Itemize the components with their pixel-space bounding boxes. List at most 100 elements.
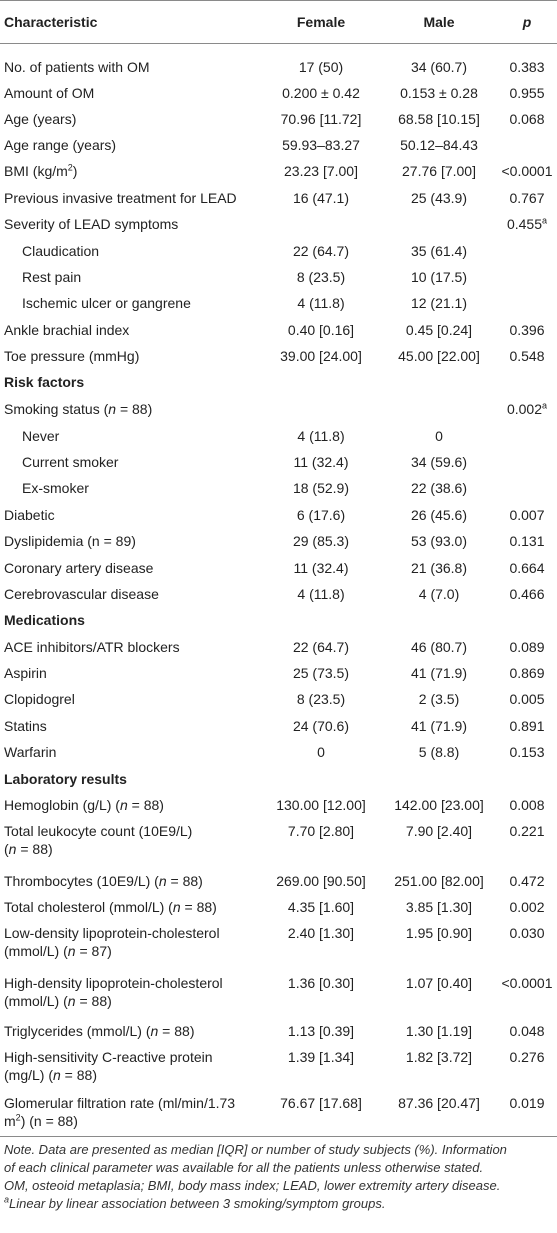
male-value: 7.90 [2.40] bbox=[405, 823, 473, 839]
label-text: = 88) bbox=[166, 873, 203, 889]
p-value: 0.089 bbox=[509, 639, 545, 655]
bottom-rule bbox=[0, 1136, 557, 1137]
p-value: 0.466 bbox=[509, 586, 545, 602]
male-value: 10 (17.5) bbox=[410, 269, 468, 285]
p-value: 0.221 bbox=[509, 823, 545, 839]
male-value: 1.82 [3.72] bbox=[405, 1049, 473, 1065]
p-footnote-mark: a bbox=[542, 400, 548, 411]
label-superscript: 2 bbox=[15, 1112, 21, 1123]
label-text: ( bbox=[4, 841, 9, 857]
header-p: p bbox=[522, 14, 532, 30]
p-value: 0.005 bbox=[509, 691, 545, 707]
row-label: Diabetic bbox=[4, 507, 55, 523]
p-value: 0.891 bbox=[509, 718, 545, 734]
male-value: 41 (71.9) bbox=[410, 665, 468, 681]
row-label: Ex-smoker bbox=[22, 480, 89, 496]
female-value: 4.35 [1.60] bbox=[287, 899, 355, 915]
row-label: Age (years) bbox=[4, 111, 77, 127]
section-heading: Medications bbox=[4, 612, 85, 628]
male-value: 1.30 [1.19] bbox=[405, 1023, 473, 1039]
row-label: Claudication bbox=[22, 243, 100, 259]
male-value: 21 (36.8) bbox=[410, 560, 468, 576]
label-italic: n bbox=[150, 1023, 159, 1039]
p-value: 0.030 bbox=[509, 925, 545, 941]
header-male: Male bbox=[423, 14, 455, 30]
female-value: 1.36 [0.30] bbox=[287, 975, 355, 991]
row-label: Cerebrovascular disease bbox=[4, 586, 159, 602]
male-value: 41 (71.9) bbox=[410, 718, 468, 734]
female-value: 1.39 [1.34] bbox=[287, 1049, 355, 1065]
female-value: 29 (85.3) bbox=[292, 533, 350, 549]
row-label: Age range (years) bbox=[4, 137, 117, 153]
male-value: 3.85 [1.30] bbox=[405, 899, 473, 915]
label-text: Thrombocytes (10E9/L) ( bbox=[4, 873, 159, 889]
p-value: 0.007 bbox=[509, 507, 545, 523]
row-label: Clopidogrel bbox=[4, 691, 75, 707]
section-heading: Laboratory results bbox=[4, 771, 127, 787]
label-text: = 88) bbox=[116, 401, 153, 417]
footnote-line: aLinear by linear association between 3 … bbox=[4, 1195, 554, 1213]
male-value: 251.00 [82.00] bbox=[394, 873, 484, 889]
label-text: BMI (kg/m bbox=[4, 163, 68, 179]
p-value: 0.548 bbox=[509, 348, 545, 364]
p-value: 0.008 bbox=[509, 797, 545, 813]
row-label: Glomerular filtration rate (ml/min/1.73 m… bbox=[4, 1094, 262, 1130]
female-value: 70.96 [11.72] bbox=[280, 111, 362, 127]
label-text: (mg/L) ( bbox=[4, 1067, 53, 1083]
row-label: Dyslipidemia (n = 89) bbox=[4, 533, 136, 549]
row-label: Triglycerides (mmol/L) (n = 88) bbox=[4, 1022, 262, 1040]
row-label: Toe pressure (mmHg) bbox=[4, 348, 140, 364]
row-label: Warfarin bbox=[4, 744, 57, 760]
row-label: Statins bbox=[4, 718, 47, 734]
label-italic: n bbox=[158, 873, 167, 889]
p-text: 0.002 bbox=[506, 401, 543, 417]
label-italic: n bbox=[67, 943, 76, 959]
label-superscript: 2 bbox=[67, 162, 73, 173]
label-text: = 88) bbox=[60, 1067, 97, 1083]
row-label: Ankle brachial index bbox=[4, 322, 130, 338]
p-value: 0.472 bbox=[509, 873, 545, 889]
male-value: 1.07 [0.40] bbox=[405, 975, 473, 991]
p-value: 0.019 bbox=[509, 1095, 545, 1111]
label-text: Total cholesterol (mmol/L) ( bbox=[4, 899, 173, 915]
label-text: Triglycerides (mmol/L) ( bbox=[4, 1023, 151, 1039]
row-label: Thrombocytes (10E9/L) (n = 88) bbox=[4, 872, 262, 890]
female-value: 130.00 [12.00] bbox=[276, 797, 366, 813]
p-value: 0.455a bbox=[498, 215, 556, 233]
row-label: Amount of OM bbox=[4, 85, 95, 101]
female-value: 1.13 [0.39] bbox=[287, 1023, 355, 1039]
female-value: 22 (64.7) bbox=[292, 243, 350, 259]
female-value: 8 (23.5) bbox=[296, 269, 346, 285]
p-value: 0.767 bbox=[509, 190, 545, 206]
label-text: = 88) bbox=[16, 841, 53, 857]
female-value: 11 (32.4) bbox=[293, 454, 349, 470]
label-text: (mmol/L) ( bbox=[4, 993, 68, 1009]
p-footnote-mark: a bbox=[542, 215, 548, 226]
p-value: 0.153 bbox=[509, 744, 545, 760]
female-value: 76.67 [17.68] bbox=[280, 1095, 362, 1111]
male-value: 34 (59.6) bbox=[410, 454, 468, 470]
section-heading: Risk factors bbox=[4, 374, 85, 390]
female-value: 24 (70.6) bbox=[292, 718, 350, 734]
label-text: Total leukocyte count (10E9/L) bbox=[4, 823, 193, 839]
label-text: Low-density lipoprotein-cholesterol bbox=[4, 925, 220, 941]
label-text: = 88) bbox=[158, 1023, 195, 1039]
label-text: = 88) bbox=[75, 993, 112, 1009]
label-italic: n bbox=[53, 1067, 61, 1083]
row-label: Previous invasive treatment for LEAD bbox=[4, 190, 237, 206]
label-text: = 88) bbox=[127, 797, 164, 813]
female-value: 18 (52.9) bbox=[292, 480, 350, 496]
male-value: 50.12–84.43 bbox=[400, 137, 478, 153]
female-value: 0.200 ± 0.42 bbox=[282, 85, 360, 101]
row-label: Hemoglobin (g/L) (n = 88) bbox=[4, 796, 262, 814]
table-footnote: Note. Data are presented as median [IQR]… bbox=[4, 1141, 554, 1213]
label-italic: n bbox=[108, 401, 117, 417]
p-value: 0.048 bbox=[509, 1023, 545, 1039]
row-label: Smoking status (n = 88) bbox=[4, 400, 262, 418]
female-value: 4 (11.8) bbox=[297, 428, 345, 444]
male-value: 87.36 [20.47] bbox=[398, 1095, 480, 1111]
female-value: 4 (11.8) bbox=[297, 586, 345, 602]
footnote-line: OM, osteoid metaplasia; BMI, body mass i… bbox=[4, 1178, 501, 1193]
label-text: Smoking status ( bbox=[4, 401, 109, 417]
female-value: 0 bbox=[317, 744, 325, 760]
